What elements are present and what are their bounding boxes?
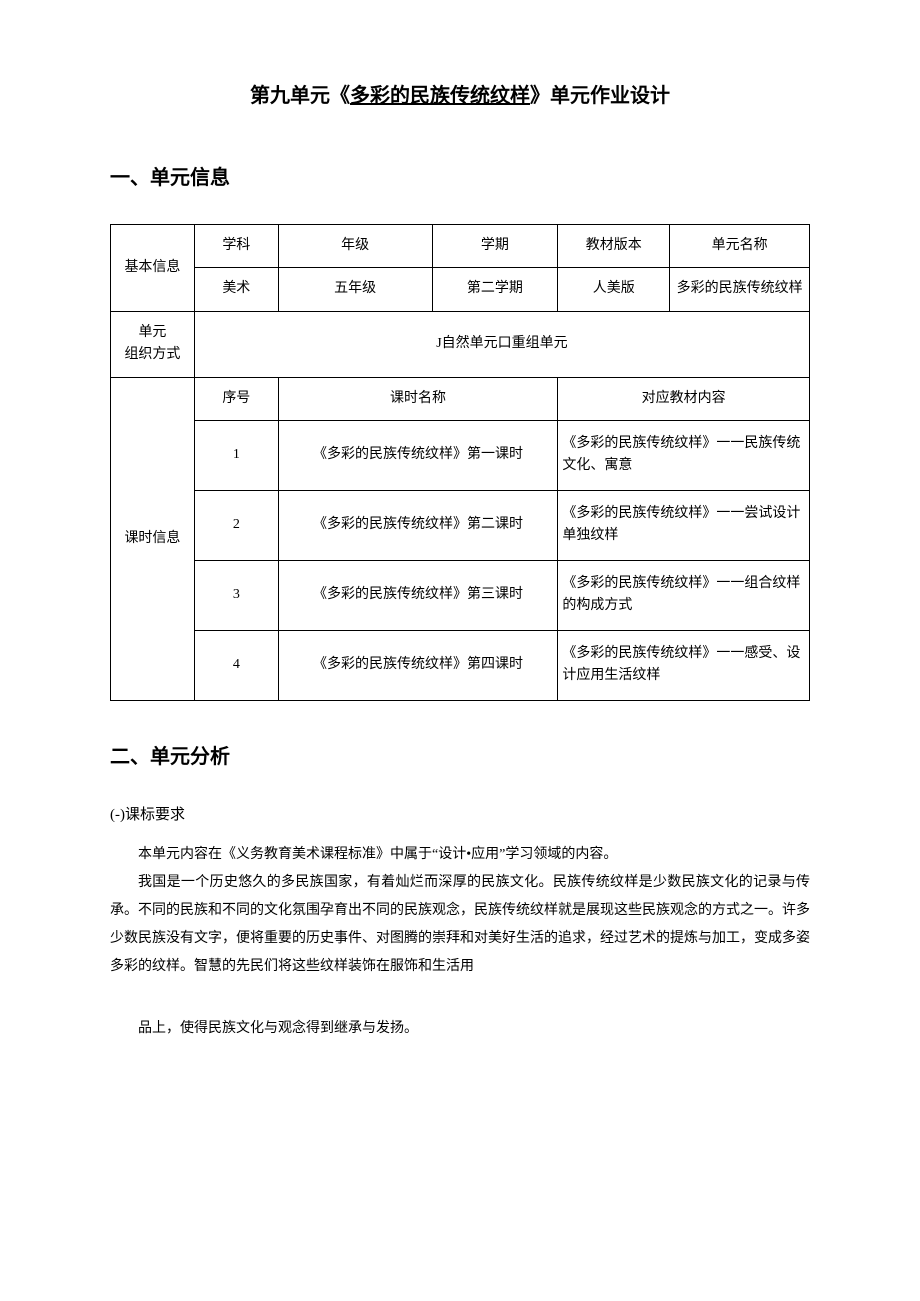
org-value: J自然单元口重组单元 <box>194 311 809 377</box>
paragraph-1: 本单元内容在《义务教育美术课程标准》中属于“设计•应用”学习领域的内容。 <box>110 841 810 869</box>
lesson-name: 《多彩的民族传统纹样》第二课时 <box>278 490 558 560</box>
title-suffix: 》单元作业设计 <box>530 85 670 107</box>
header-term: 学期 <box>432 225 558 268</box>
lesson-content: 《多彩的民族传统纹样》一一尝试设计单独纹样 <box>558 490 810 560</box>
page-title: 第九单元《多彩的民族传统纹样》单元作业设计 <box>110 80 810 112</box>
table-org-row: 单元组织方式 J自然单元口重组单元 <box>111 311 810 377</box>
header-textbook: 教材版本 <box>558 225 670 268</box>
lesson-name: 《多彩的民族传统纹样》第三课时 <box>278 560 558 630</box>
lesson-header-seq: 序号 <box>194 377 278 420</box>
section-1-heading: 一、单元信息 <box>110 162 810 194</box>
basic-grade: 五年级 <box>278 268 432 311</box>
title-prefix: 第九单元《 <box>250 85 350 107</box>
paragraph-3: 品上，使得民族文化与观念得到继承与发扬。 <box>110 1015 810 1043</box>
header-grade: 年级 <box>278 225 432 268</box>
lesson-header-row: 课时信息 序号 课时名称 对应教材内容 <box>111 377 810 420</box>
header-unit-name: 单元名称 <box>670 225 810 268</box>
lesson-label: 课时信息 <box>111 377 195 700</box>
lesson-seq: 4 <box>194 630 278 700</box>
basic-term: 第二学期 <box>432 268 558 311</box>
lesson-header-content: 对应教材内容 <box>558 377 810 420</box>
title-underlined: 多彩的民族传统纹样 <box>350 85 530 107</box>
basic-unit-name: 多彩的民族传统纹样 <box>670 268 810 311</box>
lesson-row: 2 《多彩的民族传统纹样》第二课时 《多彩的民族传统纹样》一一尝试设计单独纹样 <box>111 490 810 560</box>
table-basic-row: 美术 五年级 第二学期 人美版 多彩的民族传统纹样 <box>111 268 810 311</box>
lesson-row: 1 《多彩的民族传统纹样》第一课时 《多彩的民族传统纹样》一一民族传统文化、寓意 <box>111 420 810 490</box>
lesson-content: 《多彩的民族传统纹样》一一民族传统文化、寓意 <box>558 420 810 490</box>
lesson-name: 《多彩的民族传统纹样》第一课时 <box>278 420 558 490</box>
table-header-row: 基本信息 学科 年级 学期 教材版本 单元名称 <box>111 225 810 268</box>
lesson-content: 《多彩的民族传统纹样》一一感受、设计应用生活纹样 <box>558 630 810 700</box>
basic-textbook: 人美版 <box>558 268 670 311</box>
lesson-seq: 3 <box>194 560 278 630</box>
lesson-row: 4 《多彩的民族传统纹样》第四课时 《多彩的民族传统纹样》一一感受、设计应用生活… <box>111 630 810 700</box>
lesson-header-name: 课时名称 <box>278 377 558 420</box>
lesson-content: 《多彩的民族传统纹样》一一组合纹样的构成方式 <box>558 560 810 630</box>
sub-heading: (-)课标要求 <box>110 803 810 827</box>
basic-subject: 美术 <box>194 268 278 311</box>
row-label-basic: 基本信息 <box>111 225 195 312</box>
lesson-seq: 1 <box>194 420 278 490</box>
section-2-heading: 二、单元分析 <box>110 741 810 773</box>
org-label: 单元组织方式 <box>111 311 195 377</box>
header-subject: 学科 <box>194 225 278 268</box>
paragraph-2: 我国是一个历史悠久的多民族国家，有着灿烂而深厚的民族文化。民族传统纹样是少数民族… <box>110 869 810 981</box>
lesson-seq: 2 <box>194 490 278 560</box>
lesson-name: 《多彩的民族传统纹样》第四课时 <box>278 630 558 700</box>
unit-info-table: 基本信息 学科 年级 学期 教材版本 单元名称 美术 五年级 第二学期 人美版 … <box>110 224 810 701</box>
lesson-row: 3 《多彩的民族传统纹样》第三课时 《多彩的民族传统纹样》一一组合纹样的构成方式 <box>111 560 810 630</box>
